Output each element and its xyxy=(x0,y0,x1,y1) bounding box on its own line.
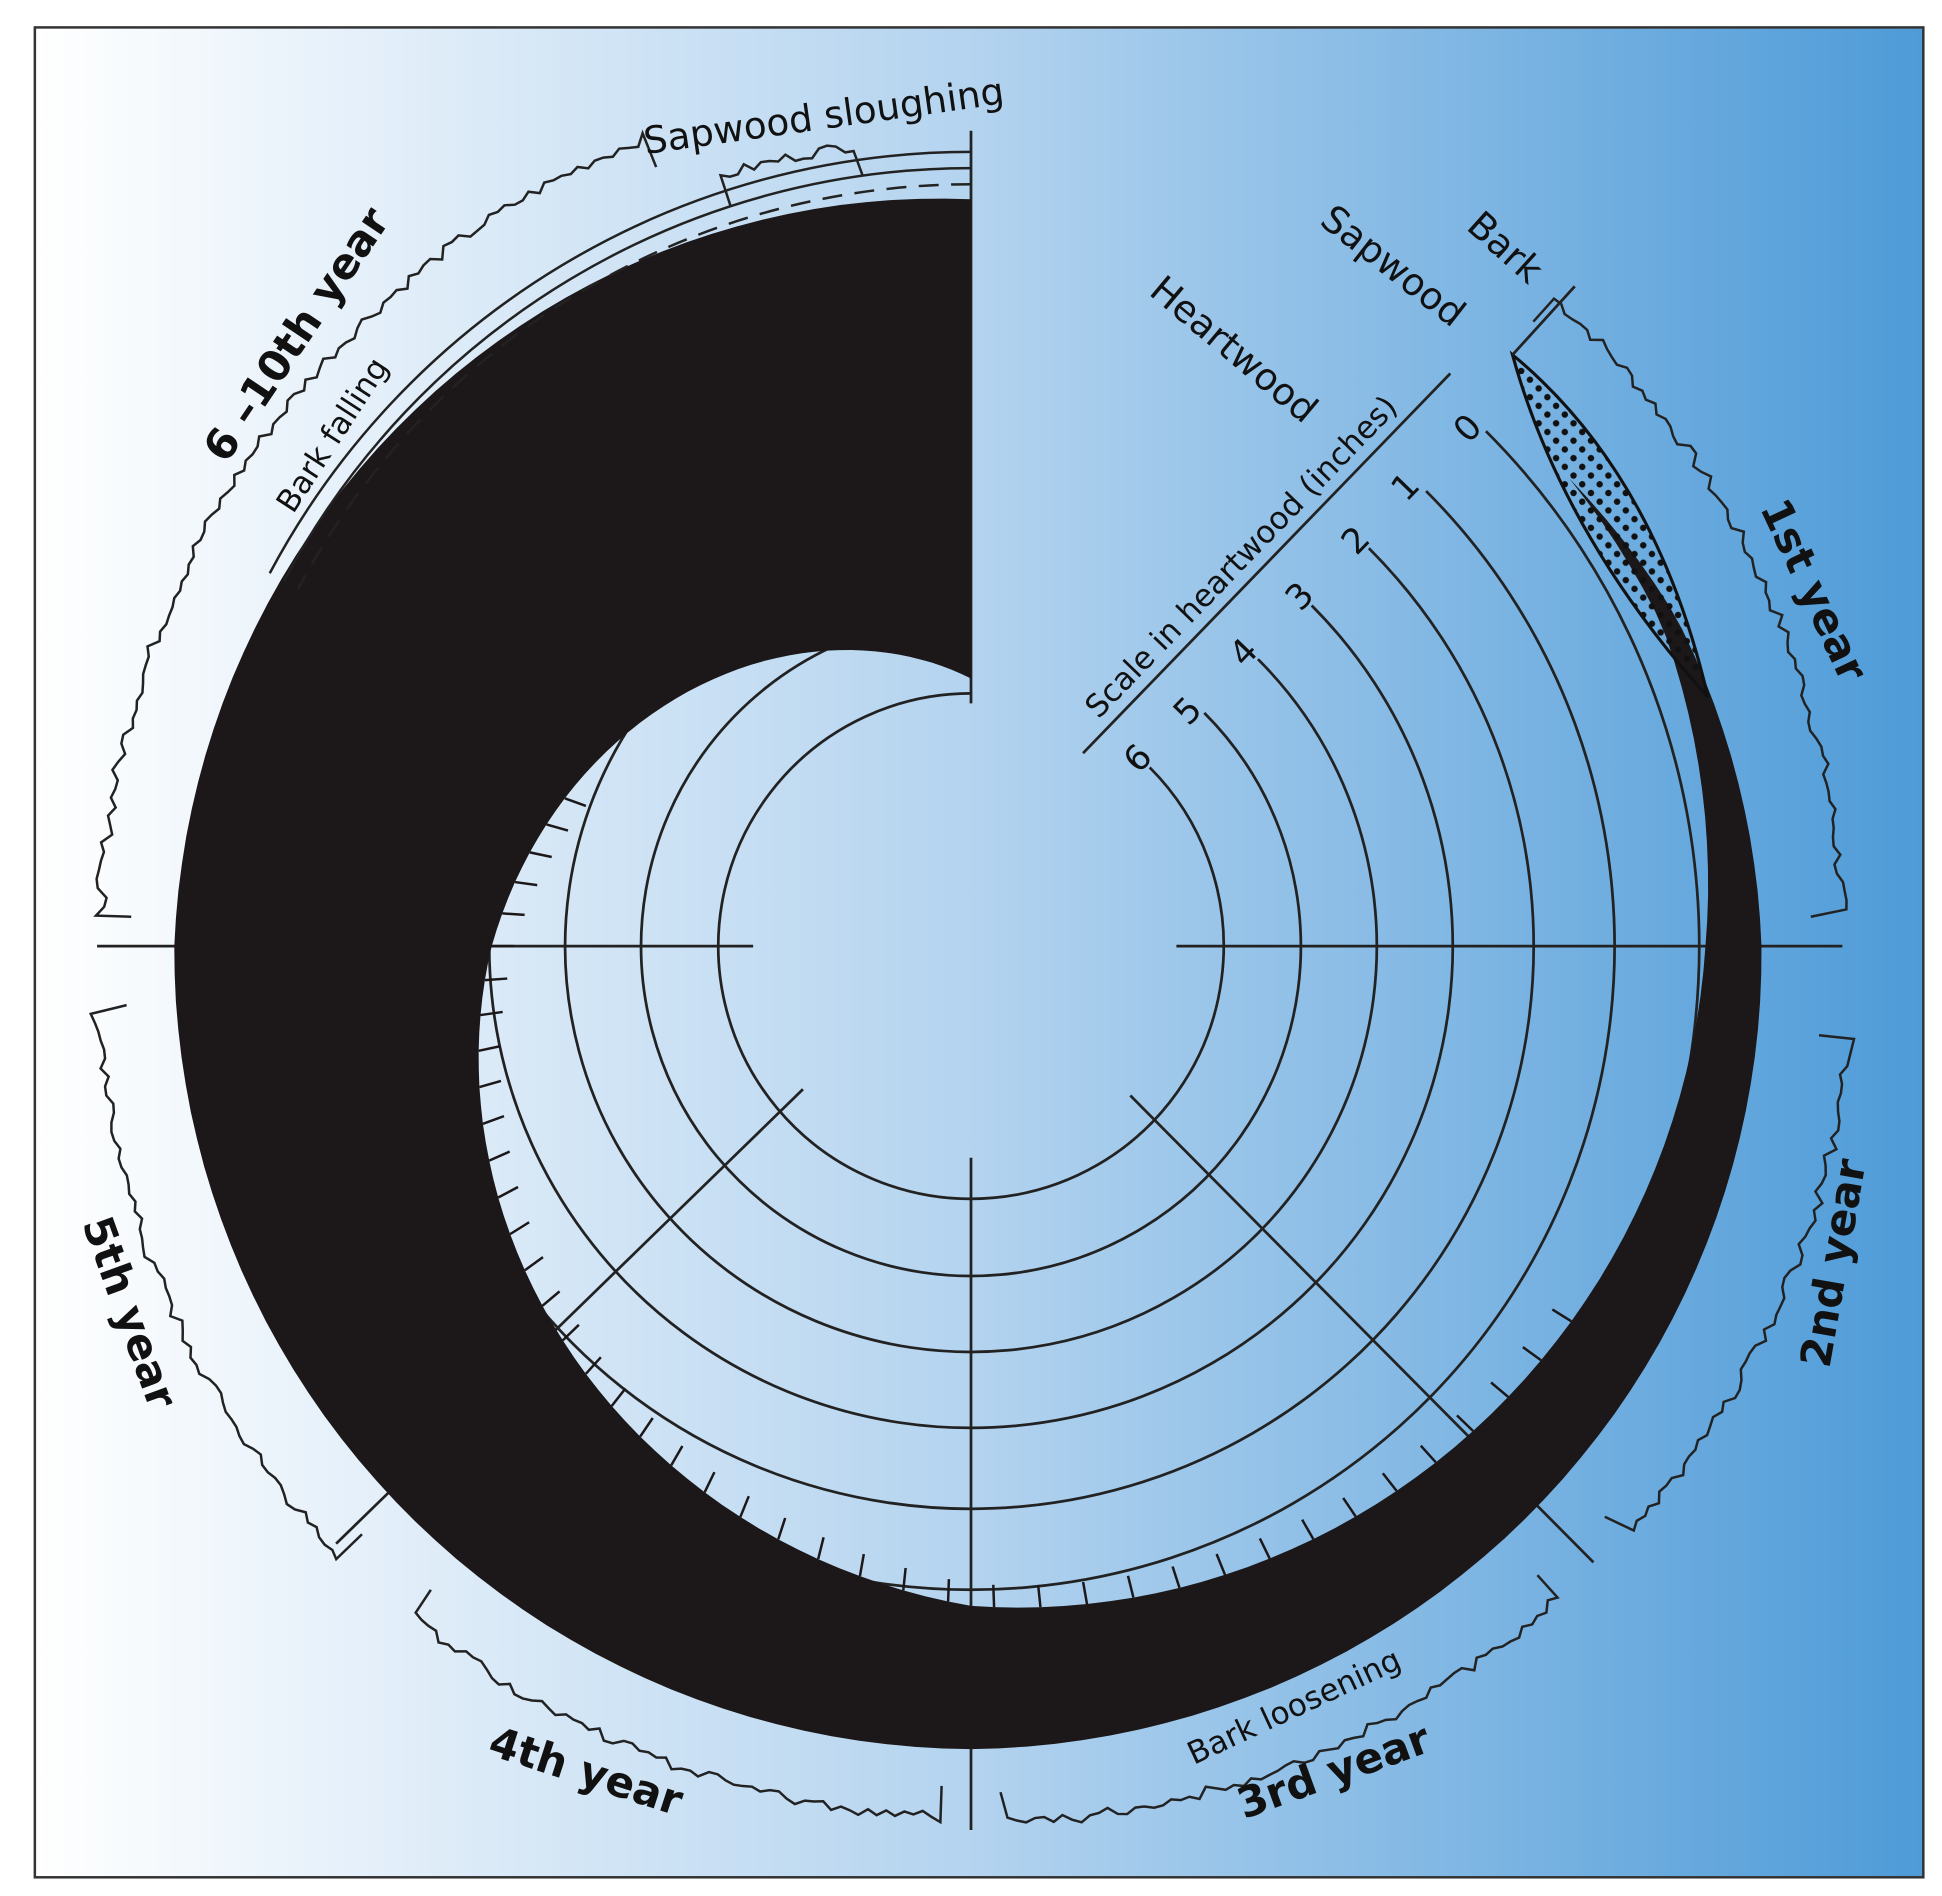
hatch xyxy=(1522,1346,1542,1362)
hatch xyxy=(1171,1566,1181,1589)
hatch xyxy=(514,880,538,887)
hatch xyxy=(1490,1381,1510,1398)
hatch xyxy=(546,823,569,832)
hatch xyxy=(1551,1308,1573,1323)
hatch xyxy=(509,1221,530,1236)
bark-edge xyxy=(1604,1034,1856,1533)
hatch xyxy=(584,1356,602,1375)
hatch xyxy=(564,797,587,808)
bark-arc xyxy=(282,166,972,582)
scale-ring xyxy=(639,614,1303,1278)
hatch xyxy=(1342,1497,1357,1518)
overlay-lines xyxy=(88,129,1856,1825)
hatch xyxy=(902,1567,907,1591)
hatch xyxy=(1419,1444,1437,1464)
hatch xyxy=(946,1579,951,1602)
hatch xyxy=(639,1417,654,1438)
bark-edge xyxy=(999,1574,1560,1824)
hatch xyxy=(1456,1414,1474,1432)
hatch xyxy=(1215,1553,1227,1576)
hatch xyxy=(1036,1584,1042,1608)
hatch xyxy=(479,1079,502,1089)
hatch xyxy=(610,1387,627,1407)
hatch xyxy=(992,1584,996,1608)
hatch xyxy=(488,1150,511,1162)
scale-ring xyxy=(716,692,1226,1201)
hatch xyxy=(529,851,552,859)
hatch xyxy=(816,1537,825,1560)
hatch xyxy=(484,977,508,982)
bark-edge xyxy=(1532,296,1848,918)
hatch xyxy=(524,1256,544,1272)
hatch xyxy=(670,1445,684,1467)
hatch xyxy=(480,1010,503,1017)
bark-edge xyxy=(88,1003,363,1562)
bark-arc xyxy=(268,150,972,574)
hatch xyxy=(1381,1472,1398,1492)
scale-line xyxy=(1082,372,1452,755)
sapwood-patch xyxy=(1509,350,1710,699)
hatch xyxy=(1081,1581,1089,1605)
scale-line xyxy=(1511,285,1576,356)
hatch xyxy=(497,1185,519,1199)
heartwood-decay-band xyxy=(174,198,1762,1750)
hatch xyxy=(1258,1537,1271,1560)
hatch xyxy=(777,1517,787,1540)
hatch xyxy=(478,1044,501,1053)
hatch xyxy=(703,1471,716,1493)
hatch xyxy=(541,1290,561,1307)
hatch xyxy=(482,1114,505,1125)
hatch xyxy=(1126,1575,1135,1598)
bark-edge xyxy=(414,1589,943,1825)
hatch xyxy=(561,1323,580,1342)
hatch xyxy=(858,1553,866,1577)
bark-edge xyxy=(718,144,864,207)
hatch xyxy=(739,1495,750,1518)
hatch xyxy=(1301,1519,1315,1540)
hatch xyxy=(502,912,525,917)
bark-edge xyxy=(93,129,658,918)
